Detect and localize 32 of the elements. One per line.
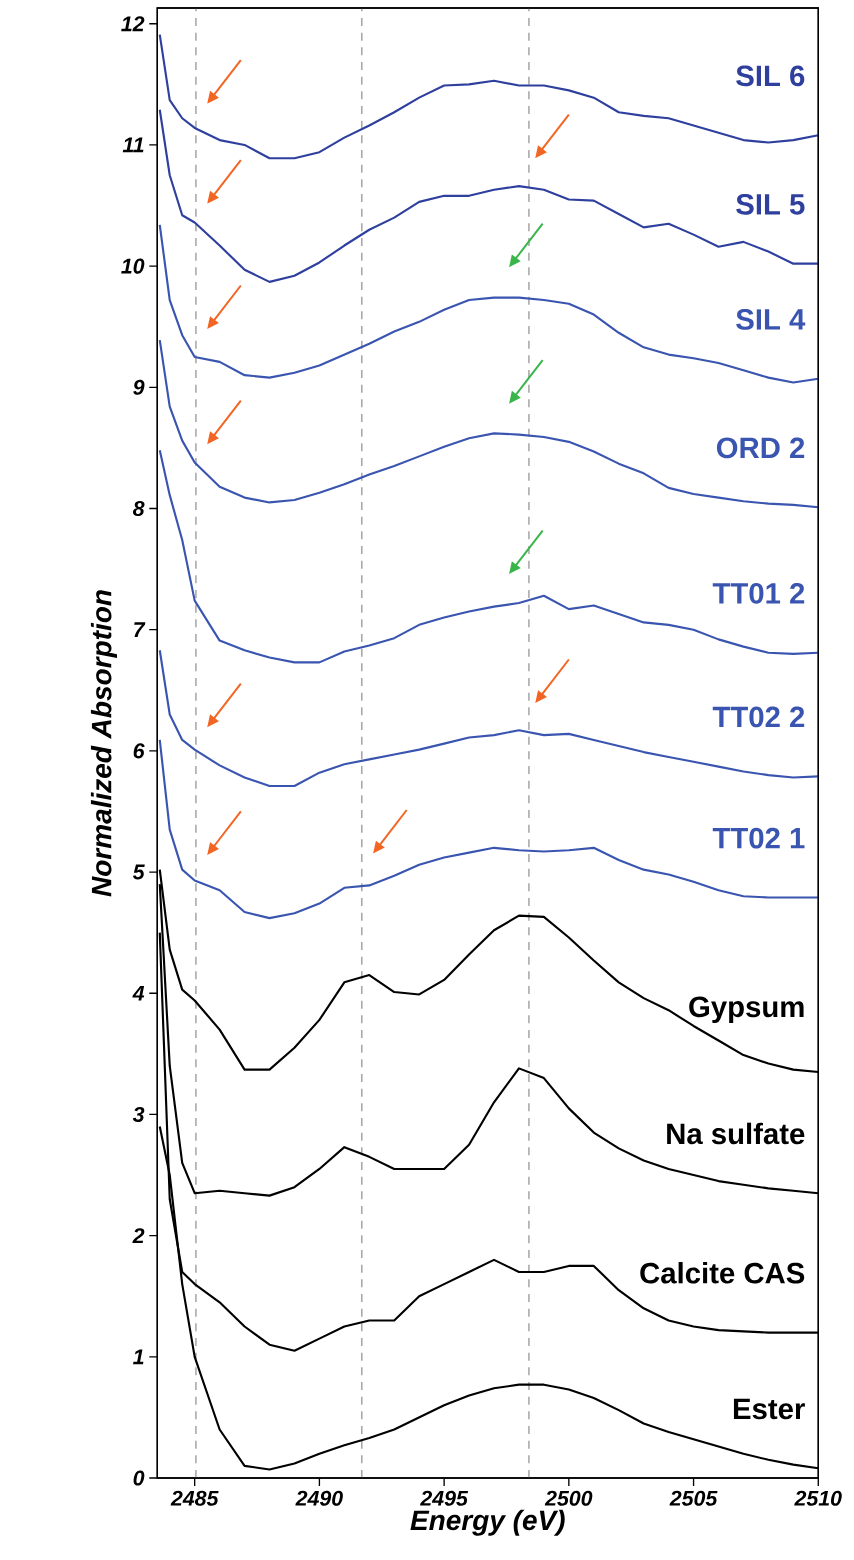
y-tick-label: 1 <box>132 1349 144 1365</box>
x-tick-label: 2485 <box>170 1490 219 1506</box>
series-label: TT01 2 <box>712 582 805 604</box>
x-tick-label: 2495 <box>419 1490 468 1506</box>
y-tick-label: 12 <box>121 16 145 32</box>
y-tick-label: 7 <box>134 622 146 638</box>
y-tick-label: 10 <box>121 258 145 274</box>
series-label: Gypsum <box>689 996 804 1024</box>
series-label: SIL 5 <box>735 193 805 215</box>
x-tick-label: 2490 <box>295 1490 343 1506</box>
y-tick-label: 2 <box>132 1228 145 1244</box>
series-label: SIL 4 <box>735 309 806 330</box>
y-tick-label: 6 <box>133 743 145 759</box>
y-tick-label: 3 <box>132 1106 145 1122</box>
y-tick-label: 0 <box>133 1470 145 1486</box>
x-tick-label: 2510 <box>794 1490 842 1506</box>
series-label: Na sulfate <box>667 1122 805 1145</box>
series-label: ORD 2 <box>716 437 805 459</box>
series-label: TT02 2 <box>712 706 805 728</box>
series-label: Calcite CAS <box>640 1262 805 1284</box>
series-label: TT02 1 <box>712 827 805 849</box>
y-tick-label: 11 <box>122 137 144 153</box>
x-tick-label: 2500 <box>544 1490 593 1506</box>
y-tick-label: 9 <box>133 379 145 395</box>
x-tick-label: 2505 <box>669 1490 718 1506</box>
x-axis-title: Energy (eV) <box>410 1509 565 1536</box>
y-axis-title: Normalized Absorption <box>90 590 117 897</box>
y-tick-label: 8 <box>132 500 145 517</box>
y-tick-label: 5 <box>132 864 145 880</box>
series-label: Ester <box>733 1398 805 1420</box>
series-label: SIL 6 <box>735 65 805 87</box>
y-tick-label: 4 <box>132 985 145 1001</box>
